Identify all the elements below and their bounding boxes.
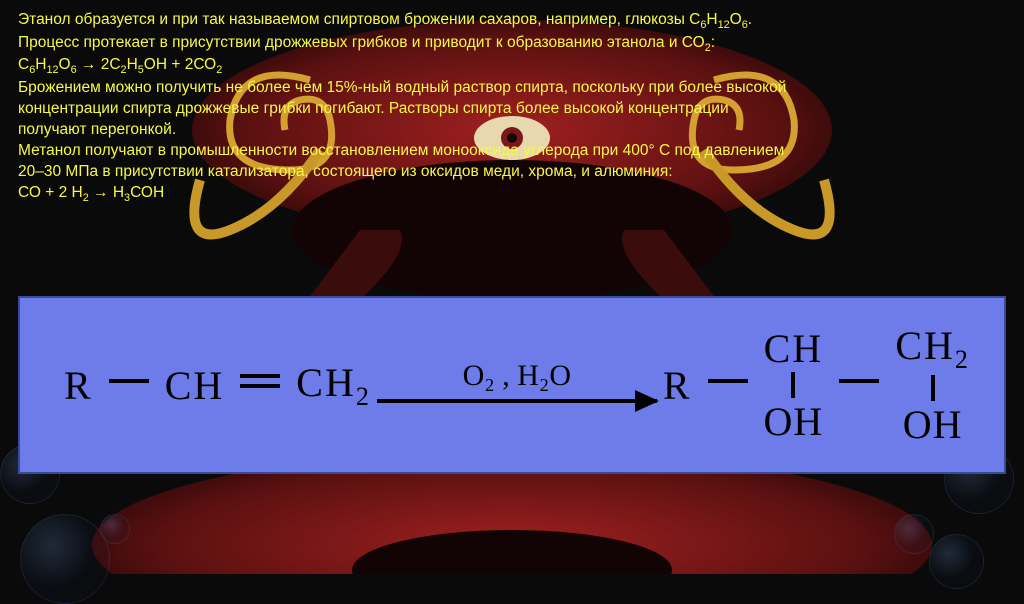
vertical-bond: [791, 372, 795, 398]
chem-R: R: [663, 362, 692, 409]
text: :: [711, 34, 715, 51]
product-column: CH2 OH: [895, 322, 970, 448]
single-bond: [708, 379, 748, 383]
chem-OH: OH: [764, 398, 824, 445]
text: .: [748, 11, 752, 28]
product-column: CH OH: [764, 325, 824, 445]
vertical-bond: [931, 375, 935, 401]
bubble: [100, 514, 130, 544]
text: Н: [127, 56, 138, 73]
chem-CH: CH: [165, 362, 225, 409]
body-text: Этанол образуется и при так называемом с…: [18, 10, 1006, 205]
text: → Н: [89, 184, 124, 201]
product: R CH OH CH2 OH: [663, 322, 970, 448]
reaction-conditions: O₂ , H₂O: [463, 359, 571, 393]
reaction-diagram: R CH CH2 O₂ , H₂O R CH OH CH2 OH: [18, 296, 1006, 474]
text: концентрации спирта дрожжевые грибки пог…: [18, 99, 1006, 120]
text: СОН: [130, 184, 164, 201]
text: Метанол получают в промышленности восста…: [18, 141, 1006, 162]
text: Этанол образуется и при так называемом с…: [18, 11, 700, 28]
sub: 2: [216, 65, 222, 77]
chem-text: CH: [895, 323, 955, 368]
sub: 2: [356, 382, 371, 411]
reactant: R CH CH2: [64, 359, 371, 412]
chem-CH2: CH2: [895, 322, 970, 375]
reaction-arrow: O₂ , H₂O: [377, 359, 657, 403]
chem-CH2: CH2: [296, 359, 371, 412]
bubble: [20, 514, 110, 604]
text: получают перегонкой.: [18, 120, 1006, 141]
text: Процесс протекает в присутствии дрожжевы…: [18, 34, 705, 51]
chem-CH: CH: [764, 325, 824, 372]
double-bond: [240, 374, 280, 388]
text: Брожением можно получить не более чем 15…: [18, 78, 1006, 99]
bubble: [894, 514, 934, 554]
chem-OH: OH: [903, 401, 963, 448]
single-bond: [109, 379, 149, 383]
single-bond: [839, 379, 879, 383]
text: С: [18, 56, 29, 73]
sub: 12: [718, 19, 730, 31]
text: О: [730, 11, 742, 28]
chem-R: R: [64, 362, 93, 409]
text: Н: [35, 56, 46, 73]
text: СО + 2 Н: [18, 184, 83, 201]
arrow-icon: [377, 399, 657, 403]
chem-text: CH: [296, 360, 356, 405]
sub: 2: [955, 345, 970, 374]
text: О: [59, 56, 71, 73]
text: → 2С: [77, 56, 121, 73]
bubble: [929, 534, 984, 589]
text: Н: [706, 11, 717, 28]
sub: 12: [46, 65, 58, 77]
text: 20–30 МПа в присутствии катализатора, со…: [18, 162, 1006, 183]
text: ОН + 2СО: [144, 56, 216, 73]
